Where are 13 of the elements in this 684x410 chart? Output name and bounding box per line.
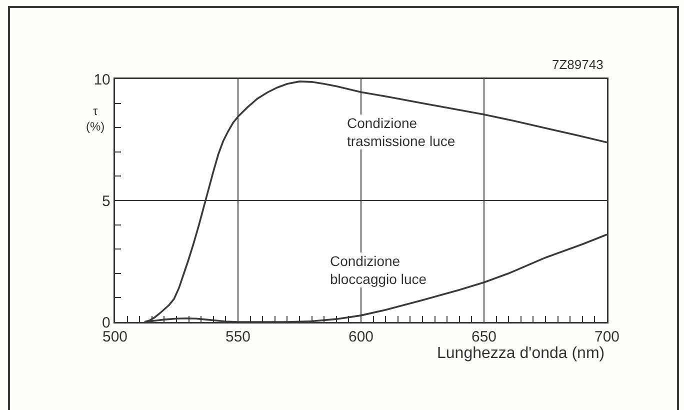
y-tick-label: 0 — [102, 314, 110, 332]
series-label: Condizione trasmissione luce — [347, 115, 456, 150]
x-tick-label: 650 — [471, 328, 497, 346]
y-axis-title: τ (%) — [86, 104, 105, 134]
series-label: Condizione bloccaggio luce — [330, 253, 427, 288]
x-tick-label: 700 — [594, 328, 620, 346]
y-tick-label: 10 — [94, 71, 110, 88]
y-tick-label: 5 — [102, 192, 110, 210]
x-tick-label: 500 — [102, 328, 128, 346]
x-tick-label: 600 — [348, 328, 374, 346]
text: 7Z89743 — [552, 57, 604, 72]
x-tick-label: 550 — [225, 328, 251, 346]
x-axis-title: Lunghezza d'onda (nm) — [437, 345, 605, 362]
